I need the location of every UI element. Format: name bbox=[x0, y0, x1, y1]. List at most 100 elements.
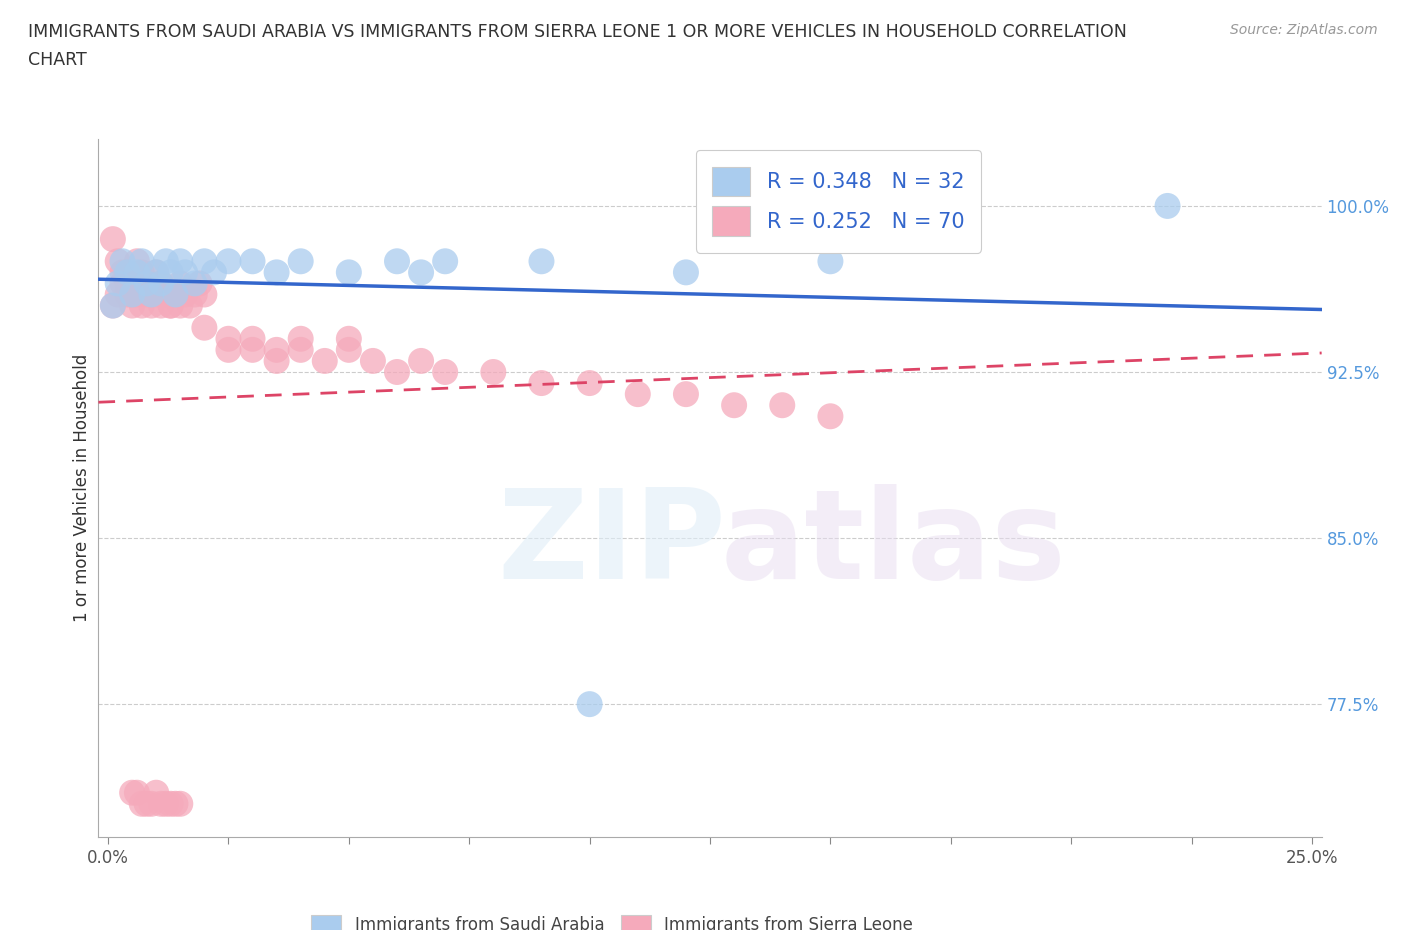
Point bbox=[1156, 198, 1178, 213]
Point bbox=[159, 299, 181, 313]
Point bbox=[723, 398, 745, 413]
Point bbox=[202, 265, 225, 280]
Point bbox=[184, 287, 207, 302]
Point bbox=[107, 254, 129, 269]
Point bbox=[150, 299, 173, 313]
Point bbox=[314, 353, 336, 368]
Point bbox=[337, 265, 360, 280]
Point bbox=[165, 796, 187, 811]
Point bbox=[217, 254, 239, 269]
Point bbox=[820, 254, 842, 269]
Point bbox=[121, 299, 143, 313]
Text: IMMIGRANTS FROM SAUDI ARABIA VS IMMIGRANTS FROM SIERRA LEONE 1 OR MORE VEHICLES : IMMIGRANTS FROM SAUDI ARABIA VS IMMIGRAN… bbox=[28, 23, 1128, 41]
Legend: Immigrants from Saudi Arabia, Immigrants from Sierra Leone: Immigrants from Saudi Arabia, Immigrants… bbox=[305, 908, 920, 930]
Point bbox=[150, 276, 173, 291]
Point bbox=[482, 365, 505, 379]
Point bbox=[337, 331, 360, 346]
Y-axis label: 1 or more Vehicles in Household: 1 or more Vehicles in Household bbox=[73, 354, 91, 622]
Text: Source: ZipAtlas.com: Source: ZipAtlas.com bbox=[1230, 23, 1378, 37]
Point bbox=[111, 265, 134, 280]
Point bbox=[290, 331, 312, 346]
Point bbox=[174, 287, 197, 302]
Point bbox=[125, 785, 148, 800]
Point bbox=[155, 287, 177, 302]
Point bbox=[101, 299, 124, 313]
Point bbox=[145, 265, 167, 280]
Point bbox=[101, 299, 124, 313]
Point bbox=[217, 331, 239, 346]
Point bbox=[193, 287, 215, 302]
Point bbox=[150, 276, 173, 291]
Point bbox=[361, 353, 384, 368]
Point bbox=[155, 796, 177, 811]
Point bbox=[125, 287, 148, 302]
Point bbox=[290, 342, 312, 357]
Text: CHART: CHART bbox=[28, 51, 87, 69]
Point bbox=[770, 398, 793, 413]
Point bbox=[101, 232, 124, 246]
Point bbox=[145, 287, 167, 302]
Point bbox=[155, 254, 177, 269]
Point bbox=[337, 342, 360, 357]
Point bbox=[117, 287, 139, 302]
Point bbox=[578, 376, 600, 391]
Point bbox=[135, 287, 157, 302]
Point bbox=[131, 299, 153, 313]
Point bbox=[141, 299, 163, 313]
Point bbox=[578, 697, 600, 711]
Point bbox=[107, 287, 129, 302]
Point bbox=[131, 265, 153, 280]
Point bbox=[530, 254, 553, 269]
Point bbox=[193, 254, 215, 269]
Point bbox=[145, 265, 167, 280]
Point bbox=[135, 796, 157, 811]
Point bbox=[385, 254, 408, 269]
Point bbox=[141, 287, 163, 302]
Point bbox=[242, 254, 264, 269]
Text: ZIP: ZIP bbox=[498, 484, 727, 604]
Point bbox=[135, 276, 157, 291]
Point bbox=[266, 265, 288, 280]
Point bbox=[242, 331, 264, 346]
Point bbox=[165, 287, 187, 302]
Point bbox=[188, 276, 211, 291]
Point bbox=[159, 796, 181, 811]
Point bbox=[385, 365, 408, 379]
Point bbox=[150, 796, 173, 811]
Point bbox=[145, 785, 167, 800]
Point bbox=[107, 276, 129, 291]
Point bbox=[242, 342, 264, 357]
Point bbox=[179, 299, 201, 313]
Point bbox=[141, 796, 163, 811]
Point bbox=[434, 365, 457, 379]
Point bbox=[121, 287, 143, 302]
Point bbox=[675, 387, 697, 402]
Point bbox=[266, 342, 288, 357]
Point bbox=[169, 299, 191, 313]
Point bbox=[169, 796, 191, 811]
Point bbox=[193, 320, 215, 335]
Point bbox=[165, 287, 187, 302]
Point bbox=[290, 254, 312, 269]
Point bbox=[159, 265, 181, 280]
Point bbox=[530, 376, 553, 391]
Point bbox=[135, 276, 157, 291]
Point bbox=[111, 254, 134, 269]
Point bbox=[155, 287, 177, 302]
Point bbox=[117, 265, 139, 280]
Point bbox=[111, 276, 134, 291]
Point bbox=[820, 409, 842, 424]
Point bbox=[131, 254, 153, 269]
Point bbox=[125, 254, 148, 269]
Point bbox=[174, 265, 197, 280]
Point bbox=[627, 387, 650, 402]
Point bbox=[165, 287, 187, 302]
Text: atlas: atlas bbox=[721, 484, 1066, 604]
Point bbox=[675, 265, 697, 280]
Point bbox=[409, 265, 432, 280]
Point bbox=[125, 265, 148, 280]
Point bbox=[169, 276, 191, 291]
Point bbox=[217, 342, 239, 357]
Point bbox=[117, 276, 139, 291]
Point bbox=[121, 785, 143, 800]
